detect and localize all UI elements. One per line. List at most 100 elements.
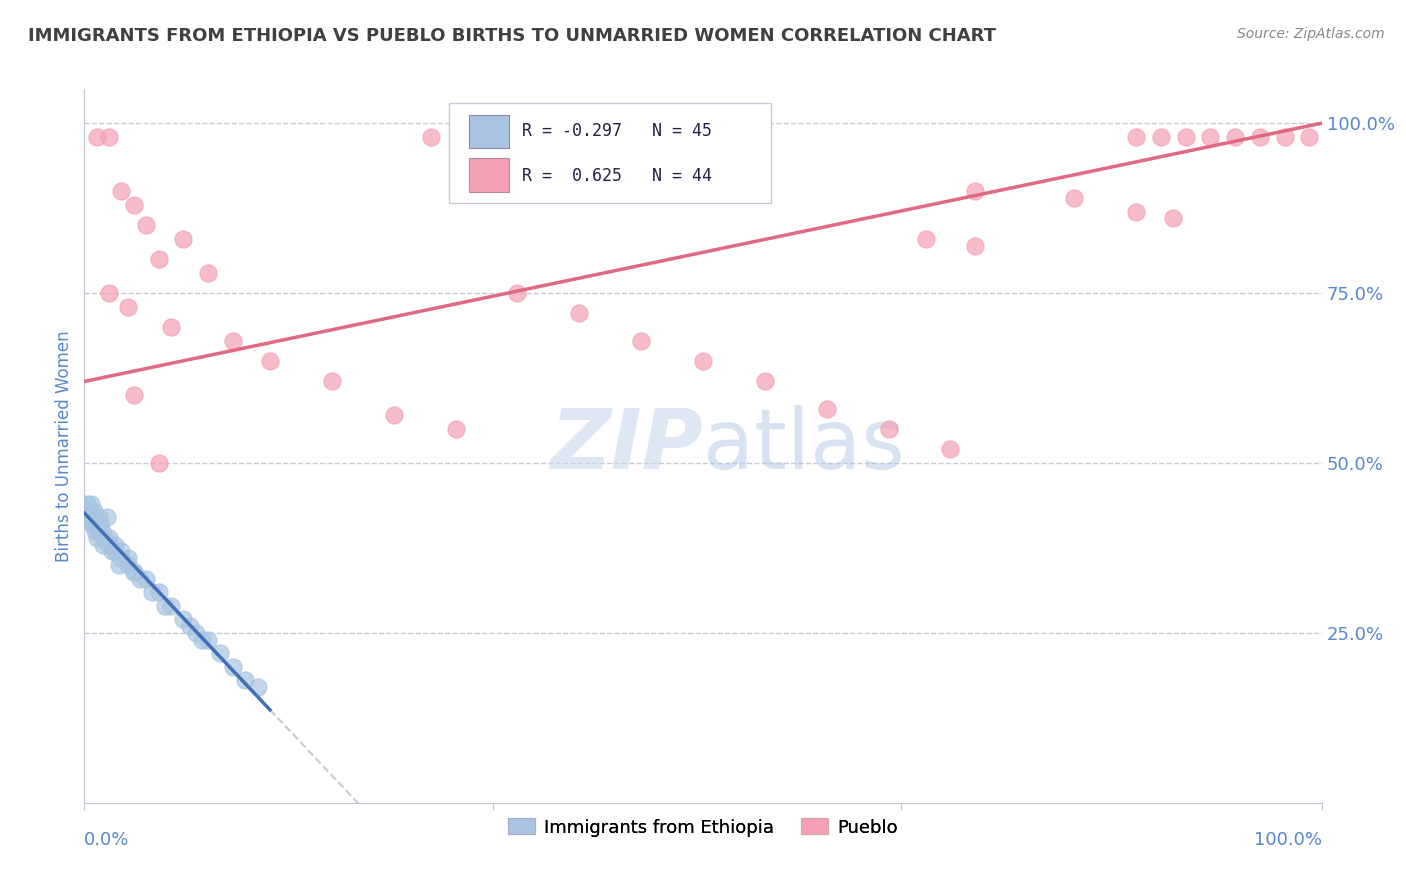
Point	[630, 334, 652, 348]
Point	[84, 524, 107, 538]
Point	[259, 354, 281, 368]
Text: ZIP: ZIP	[550, 406, 703, 486]
Point	[135, 572, 157, 586]
Text: IMMIGRANTS FROM ETHIOPIA VS PUEBLO BIRTHS TO UNMARRIED WOMEN CORRELATION CHART: IMMIGRANTS FROM ETHIOPIA VS PUEBLO BIRTH…	[28, 27, 995, 45]
Point	[1174, 129, 1197, 144]
Point	[80, 517, 103, 532]
Point	[160, 599, 183, 613]
Point	[91, 537, 114, 551]
Text: 0.0%: 0.0%	[84, 831, 129, 849]
Text: R =  0.625   N = 44: R = 0.625 N = 44	[523, 167, 713, 185]
Point	[86, 531, 108, 545]
Point	[568, 306, 591, 320]
Point	[122, 565, 145, 579]
Legend: Immigrants from Ethiopia, Pueblo: Immigrants from Ethiopia, Pueblo	[501, 811, 905, 844]
Point	[79, 510, 101, 524]
Point	[141, 585, 163, 599]
Point	[110, 544, 132, 558]
Point	[104, 544, 127, 558]
Point	[100, 544, 122, 558]
Text: 100.0%: 100.0%	[1254, 831, 1322, 849]
Text: Source: ZipAtlas.com: Source: ZipAtlas.com	[1237, 27, 1385, 41]
Point	[90, 524, 112, 538]
Point	[965, 238, 987, 252]
Point	[222, 660, 245, 674]
Point	[246, 680, 269, 694]
Point	[148, 252, 170, 266]
Point	[754, 375, 776, 389]
Point	[86, 129, 108, 144]
FancyBboxPatch shape	[470, 115, 509, 148]
Point	[117, 551, 139, 566]
Point	[692, 354, 714, 368]
Y-axis label: Births to Unmarried Women: Births to Unmarried Women	[55, 330, 73, 562]
Point	[122, 198, 145, 212]
Text: atlas: atlas	[703, 406, 904, 486]
Point	[172, 232, 194, 246]
Point	[83, 503, 105, 517]
Point	[76, 497, 98, 511]
Point	[96, 510, 118, 524]
Point	[148, 585, 170, 599]
Point	[82, 517, 104, 532]
Point	[148, 456, 170, 470]
Point	[233, 673, 256, 688]
Point	[382, 409, 405, 423]
Point	[1249, 129, 1271, 144]
Point	[110, 551, 132, 566]
Point	[108, 558, 131, 572]
Point	[110, 184, 132, 198]
Point	[197, 266, 219, 280]
Point	[160, 320, 183, 334]
Point	[1063, 191, 1085, 205]
Point	[1199, 129, 1222, 144]
Point	[470, 129, 492, 144]
Point	[104, 537, 127, 551]
Point	[172, 612, 194, 626]
Point	[117, 558, 139, 572]
Point	[79, 503, 101, 517]
Point	[1298, 129, 1320, 144]
Point	[89, 510, 111, 524]
Point	[98, 129, 121, 144]
Point	[153, 599, 176, 613]
Point	[444, 422, 467, 436]
Point	[98, 537, 121, 551]
FancyBboxPatch shape	[450, 103, 770, 203]
Point	[122, 565, 145, 579]
Point	[815, 401, 838, 416]
Point	[1161, 211, 1184, 226]
Point	[79, 497, 101, 511]
Point	[209, 646, 232, 660]
Point	[122, 388, 145, 402]
Point	[83, 510, 105, 524]
Point	[135, 218, 157, 232]
Point	[1125, 129, 1147, 144]
Point	[419, 129, 441, 144]
Point	[98, 286, 121, 301]
Point	[1125, 204, 1147, 219]
Point	[506, 286, 529, 301]
Point	[89, 517, 111, 532]
Point	[1223, 129, 1246, 144]
Point	[965, 184, 987, 198]
Point	[184, 626, 207, 640]
Point	[87, 524, 110, 538]
Point	[877, 422, 900, 436]
Point	[1150, 129, 1173, 144]
Point	[93, 531, 115, 545]
Point	[1274, 129, 1296, 144]
Point	[914, 232, 936, 246]
Point	[98, 531, 121, 545]
Point	[179, 619, 201, 633]
Point	[939, 442, 962, 457]
Point	[321, 375, 343, 389]
Point	[692, 170, 714, 185]
Point	[197, 632, 219, 647]
Point	[222, 334, 245, 348]
Text: R = -0.297   N = 45: R = -0.297 N = 45	[523, 122, 713, 140]
Point	[129, 572, 152, 586]
Point	[191, 632, 214, 647]
FancyBboxPatch shape	[470, 159, 509, 192]
Point	[77, 503, 100, 517]
